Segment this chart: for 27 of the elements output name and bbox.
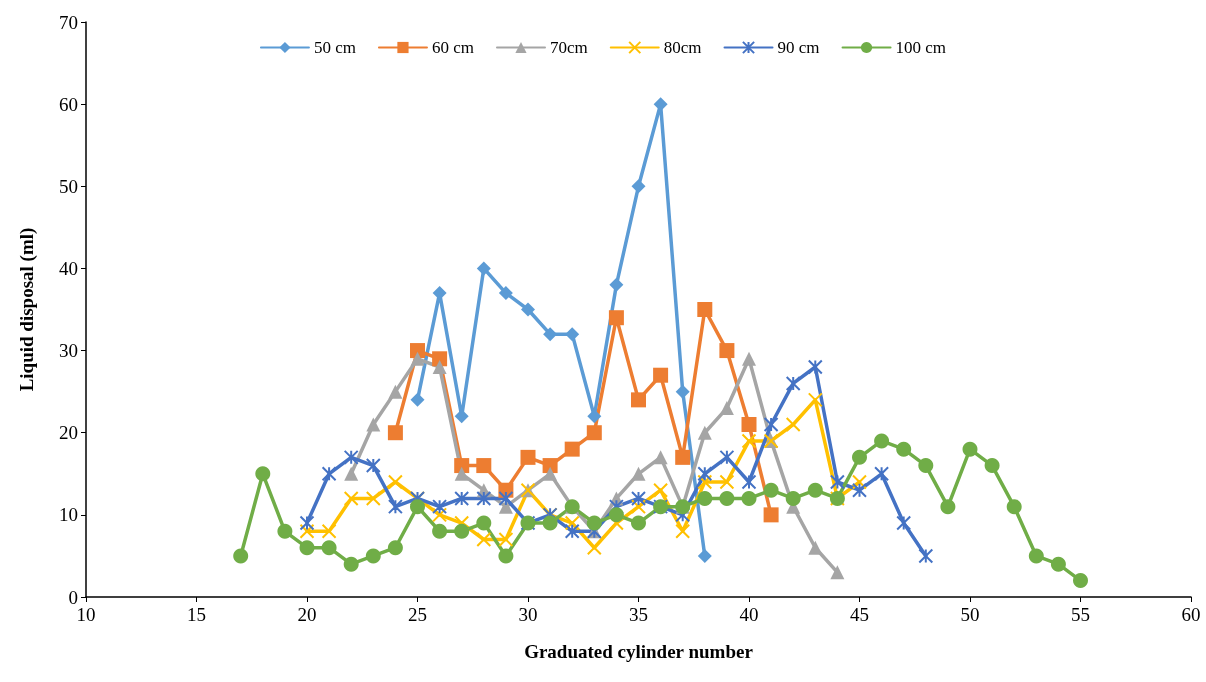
y-tick-label: 0 (68, 586, 78, 608)
x-tick-label: 25 (408, 604, 427, 625)
legend-label: 60 cm (431, 38, 474, 57)
y-tick-label: 20 (59, 422, 78, 444)
x-tick-label: 55 (1071, 604, 1090, 625)
legend-label: 80cm (663, 38, 702, 57)
x-tick-label: 15 (187, 604, 206, 625)
y-tick-label: 50 (59, 175, 78, 197)
x-tick-label: 60 (1181, 604, 1201, 625)
x-tick-label: 50 (960, 604, 980, 625)
x-tick-label: 35 (629, 604, 648, 625)
y-tick-label: 10 (59, 504, 78, 526)
y-tick-label: 30 (59, 340, 78, 362)
y-tick-label: 60 (59, 93, 78, 115)
legend-label: 50 cm (313, 38, 356, 57)
y-tick-label: 40 (59, 257, 78, 279)
legend-label: 90 cm (777, 38, 820, 57)
y-tick-label: 70 (59, 11, 78, 33)
x-tick-label: 10 (76, 604, 96, 625)
x-tick-label: 30 (518, 604, 538, 625)
x-tick-label: 45 (850, 604, 869, 625)
legend-label: 100 cm (895, 38, 947, 57)
y-axis-title: Liquid disposal (ml) (16, 227, 38, 392)
legend-label: 70cm (549, 38, 588, 57)
x-axis-title: Graduated cylinder number (524, 641, 754, 662)
x-tick-label: 40 (739, 604, 759, 625)
x-tick-label: 20 (297, 604, 317, 625)
